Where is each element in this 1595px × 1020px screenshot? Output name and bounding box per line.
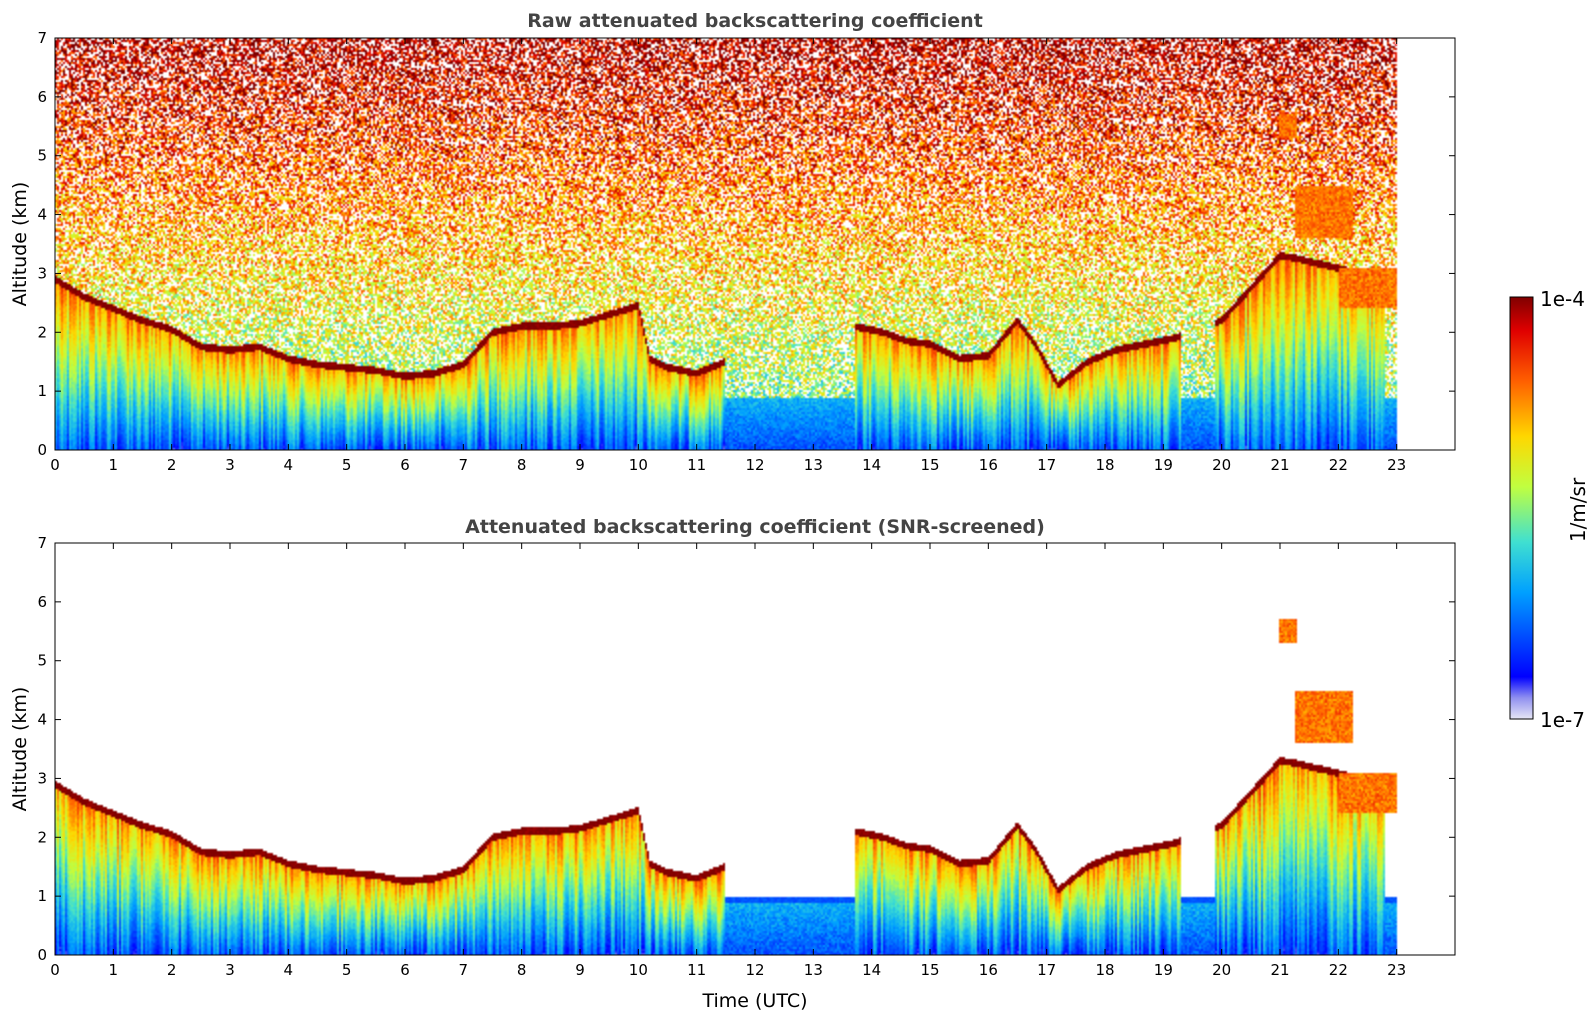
chart-title: Raw attenuated backscattering coefficien… <box>527 10 983 32</box>
x-tick-label: 21 <box>1270 456 1289 474</box>
x-tick-label: 23 <box>1387 456 1406 474</box>
x-tick-label: 4 <box>284 456 294 474</box>
y-tick-label: 1 <box>37 887 47 905</box>
x-tick-label: 22 <box>1329 961 1348 979</box>
x-tick-label: 7 <box>459 961 469 979</box>
x-tick-label: 0 <box>50 961 60 979</box>
y-axis: 0 1 2 3 4 5 6 7 <box>37 534 1455 964</box>
x-tick-label: 15 <box>920 961 939 979</box>
x-tick-label: 5 <box>342 961 352 979</box>
heatmap-image <box>55 38 1455 450</box>
colorbar-gradient <box>1509 296 1534 720</box>
x-tick-label: 15 <box>920 456 939 474</box>
y-tick-label: 2 <box>37 828 47 846</box>
x-tick-label: 20 <box>1212 961 1231 979</box>
heatmap-image <box>55 543 1455 955</box>
x-tick-label: 12 <box>745 456 764 474</box>
x-tick-label: 11 <box>687 456 706 474</box>
x-tick-label: 1 <box>109 961 119 979</box>
x-tick-label: 3 <box>225 456 235 474</box>
x-tick-label: 8 <box>517 456 527 474</box>
x-tick-label: 13 <box>804 456 823 474</box>
y-tick-label: 6 <box>37 88 47 106</box>
y-tick-label: 5 <box>37 652 47 670</box>
panel-raw: Raw attenuated backscattering coefficien… <box>9 10 1456 474</box>
x-tick-label: 18 <box>1095 456 1114 474</box>
y-tick-label: 0 <box>37 946 47 964</box>
x-tick-label: 2 <box>167 456 177 474</box>
colorbar-unit-label: 1/m/sr <box>1566 477 1590 542</box>
y-tick-label: 0 <box>37 441 47 459</box>
x-tick-label: 14 <box>862 961 881 979</box>
y-axis-label: Altitude (km) <box>9 182 31 307</box>
y-tick-label: 7 <box>37 534 47 552</box>
x-axis: 0 1 2 3 4 5 6 7 8 9 10 11 12 13 14 15 16 17 18 19 20 21 22 23 <box>50 38 1406 474</box>
x-tick-label: 16 <box>979 456 998 474</box>
y-tick-label: 6 <box>37 593 47 611</box>
x-tick-label: 23 <box>1387 961 1406 979</box>
x-tick-label: 18 <box>1095 961 1114 979</box>
colorbar-max-label: 1e-4 <box>1540 287 1585 311</box>
y-axis-label: Altitude (km) <box>9 687 31 812</box>
x-tick-label: 19 <box>1154 456 1173 474</box>
x-tick-label: 0 <box>50 456 60 474</box>
x-tick-label: 2 <box>167 961 177 979</box>
x-tick-label: 6 <box>400 961 410 979</box>
x-tick-label: 8 <box>517 961 527 979</box>
x-tick-label: 21 <box>1270 961 1289 979</box>
chart-title: Attenuated backscattering coefficient (S… <box>465 516 1045 538</box>
x-tick-label: 13 <box>804 961 823 979</box>
x-tick-label: 14 <box>862 456 881 474</box>
colorbar-min-label: 1e-7 <box>1540 708 1585 732</box>
x-tick-label: 4 <box>284 961 294 979</box>
x-tick-label: 11 <box>687 961 706 979</box>
x-tick-label: 17 <box>1037 961 1056 979</box>
y-tick-label: 7 <box>37 29 47 47</box>
y-tick-label: 2 <box>37 323 47 341</box>
panel-screened: Attenuated backscattering coefficient (S… <box>9 516 1456 1012</box>
x-axis-label: Time (UTC) <box>701 990 807 1012</box>
y-tick-label: 4 <box>37 711 47 729</box>
x-tick-label: 10 <box>629 456 648 474</box>
y-tick-label: 3 <box>37 264 47 282</box>
x-tick-label: 19 <box>1154 961 1173 979</box>
y-tick-label: 3 <box>37 769 47 787</box>
x-tick-label: 1 <box>109 456 119 474</box>
y-tick-label: 4 <box>37 206 47 224</box>
y-tick-label: 5 <box>37 147 47 165</box>
x-tick-label: 17 <box>1037 456 1056 474</box>
colorbar: 1e-4 1e-7 1/m/sr <box>1509 287 1590 732</box>
x-tick-label: 22 <box>1329 456 1348 474</box>
x-tick-label: 9 <box>575 456 585 474</box>
x-tick-label: 12 <box>745 961 764 979</box>
x-tick-label: 16 <box>979 961 998 979</box>
x-axis: 0 1 2 3 4 5 6 7 8 9 10 11 12 13 14 15 16 17 18 19 20 21 22 23 <box>50 543 1406 979</box>
y-tick-label: 1 <box>37 382 47 400</box>
x-tick-label: 20 <box>1212 456 1231 474</box>
y-axis: 0 1 2 3 4 5 6 7 <box>37 29 1455 459</box>
x-tick-label: 9 <box>575 961 585 979</box>
x-tick-label: 10 <box>629 961 648 979</box>
x-tick-label: 3 <box>225 961 235 979</box>
heatmap-plot-area <box>55 38 1455 450</box>
x-tick-label: 7 <box>459 456 469 474</box>
heatmap-plot-area <box>55 543 1455 955</box>
x-tick-label: 5 <box>342 456 352 474</box>
x-tick-label: 6 <box>400 456 410 474</box>
